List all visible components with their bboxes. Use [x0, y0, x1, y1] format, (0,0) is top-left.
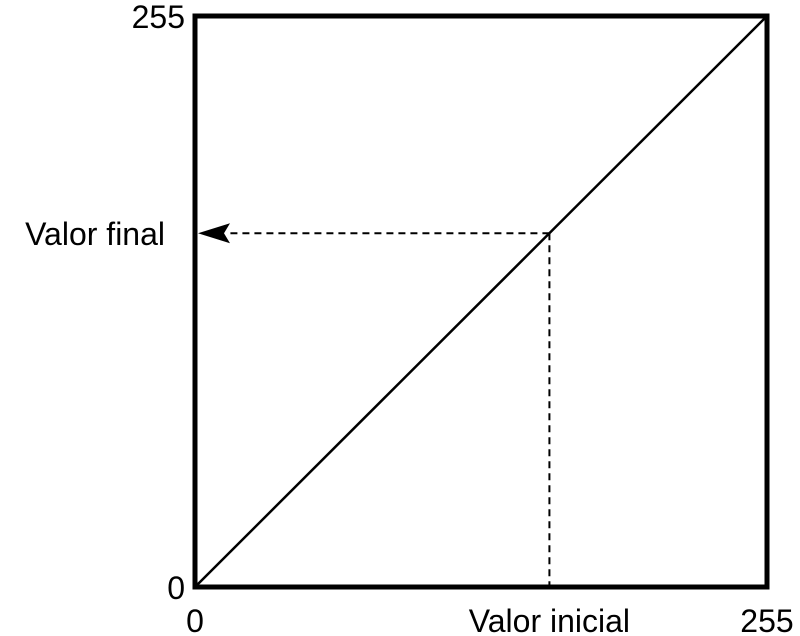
x-tick-max-label: 255 — [740, 603, 793, 636]
y-tick-min-label: 0 — [167, 570, 185, 606]
plot-frame — [192, 13, 770, 590]
initial-value-label: Valor inicial — [469, 603, 630, 636]
final-value-label: Valor final — [25, 216, 165, 252]
identity-line — [194, 15, 768, 588]
x-tick-min-label: 0 — [186, 603, 204, 636]
arrow-head — [198, 223, 230, 244]
y-tick-max-label: 255 — [132, 0, 185, 35]
